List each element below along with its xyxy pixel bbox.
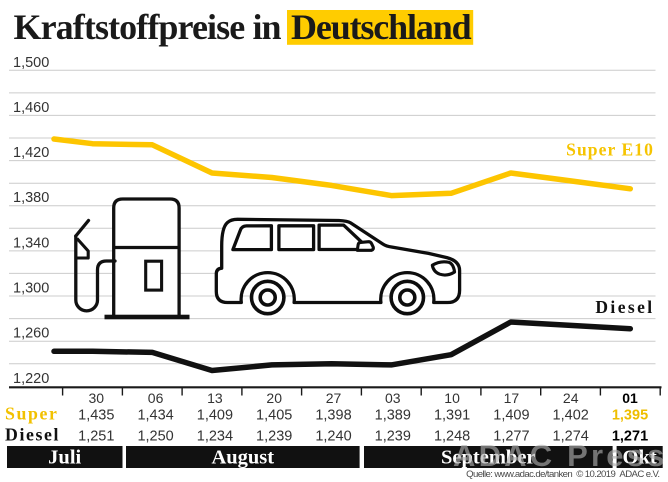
svg-text:17: 17: [504, 390, 520, 406]
svg-text:Juli: Juli: [48, 447, 81, 469]
svg-text:01: 01: [622, 390, 638, 406]
svg-text:1,248: 1,248: [434, 429, 470, 445]
svg-text:Diesel: Diesel: [595, 297, 654, 317]
svg-text:1,409: 1,409: [197, 408, 233, 424]
svg-text:1,402: 1,402: [553, 408, 589, 424]
svg-text:1,434: 1,434: [137, 408, 173, 424]
svg-text:1,300: 1,300: [13, 281, 49, 297]
svg-text:1,500: 1,500: [13, 55, 49, 71]
svg-text:1,277: 1,277: [493, 429, 529, 445]
svg-text:September: September: [441, 447, 536, 469]
svg-text:Kraftstoffpreise in: Kraftstoffpreise in: [14, 7, 282, 47]
svg-text:1,391: 1,391: [434, 408, 470, 424]
svg-text:1,460: 1,460: [13, 100, 49, 116]
svg-text:1,250: 1,250: [137, 429, 173, 445]
svg-text:30: 30: [89, 390, 105, 406]
svg-text:August: August: [211, 447, 274, 469]
svg-text:27: 27: [326, 390, 342, 406]
svg-text:20: 20: [266, 390, 282, 406]
svg-text:03: 03: [385, 390, 401, 406]
svg-text:Deutschland: Deutschland: [291, 7, 472, 47]
svg-text:Okt: Okt: [623, 447, 657, 469]
svg-text:1,389: 1,389: [375, 408, 411, 424]
svg-text:Diesel: Diesel: [5, 425, 60, 445]
svg-text:1,220: 1,220: [13, 371, 49, 387]
svg-text:1,240: 1,240: [315, 429, 351, 445]
svg-text:1,274: 1,274: [553, 429, 589, 445]
svg-text:1,251: 1,251: [78, 429, 114, 445]
svg-text:1,260: 1,260: [13, 326, 49, 342]
svg-text:Super: Super: [5, 404, 58, 424]
svg-text:24: 24: [563, 390, 579, 406]
svg-text:Quelle: www.adac.de/tanken ©: Quelle: www.adac.de/tanken © 10.2019 ADA…: [466, 469, 659, 480]
svg-text:10: 10: [444, 390, 460, 406]
svg-text:ADAC Presse: ADAC Presse: [453, 438, 668, 473]
svg-text:1,409: 1,409: [493, 408, 529, 424]
svg-text:1,398: 1,398: [315, 408, 351, 424]
svg-text:1,395: 1,395: [612, 408, 648, 424]
svg-text:1,234: 1,234: [197, 429, 233, 445]
svg-text:1,420: 1,420: [13, 145, 49, 161]
svg-text:06: 06: [148, 390, 164, 406]
svg-text:1,340: 1,340: [13, 235, 49, 251]
svg-text:1,271: 1,271: [612, 429, 648, 445]
svg-text:1,435: 1,435: [78, 408, 114, 424]
svg-text:1,380: 1,380: [13, 190, 49, 206]
svg-text:Super E10: Super E10: [566, 139, 654, 159]
svg-text:1,239: 1,239: [375, 429, 411, 445]
svg-text:1,405: 1,405: [256, 408, 292, 424]
svg-text:13: 13: [207, 390, 223, 406]
svg-text:1,239: 1,239: [256, 429, 292, 445]
